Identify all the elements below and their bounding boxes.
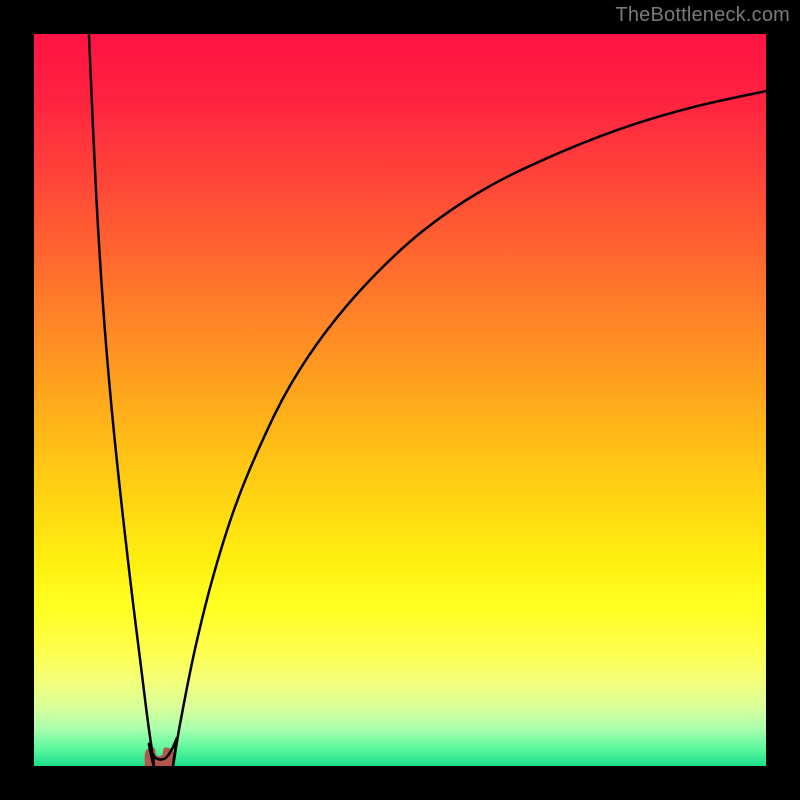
plot-area [34,34,766,766]
chart-svg [34,34,766,766]
gradient-background [34,34,766,766]
chart-frame: TheBottleneck.com [0,0,800,800]
brand-watermark: TheBottleneck.com [615,4,790,27]
